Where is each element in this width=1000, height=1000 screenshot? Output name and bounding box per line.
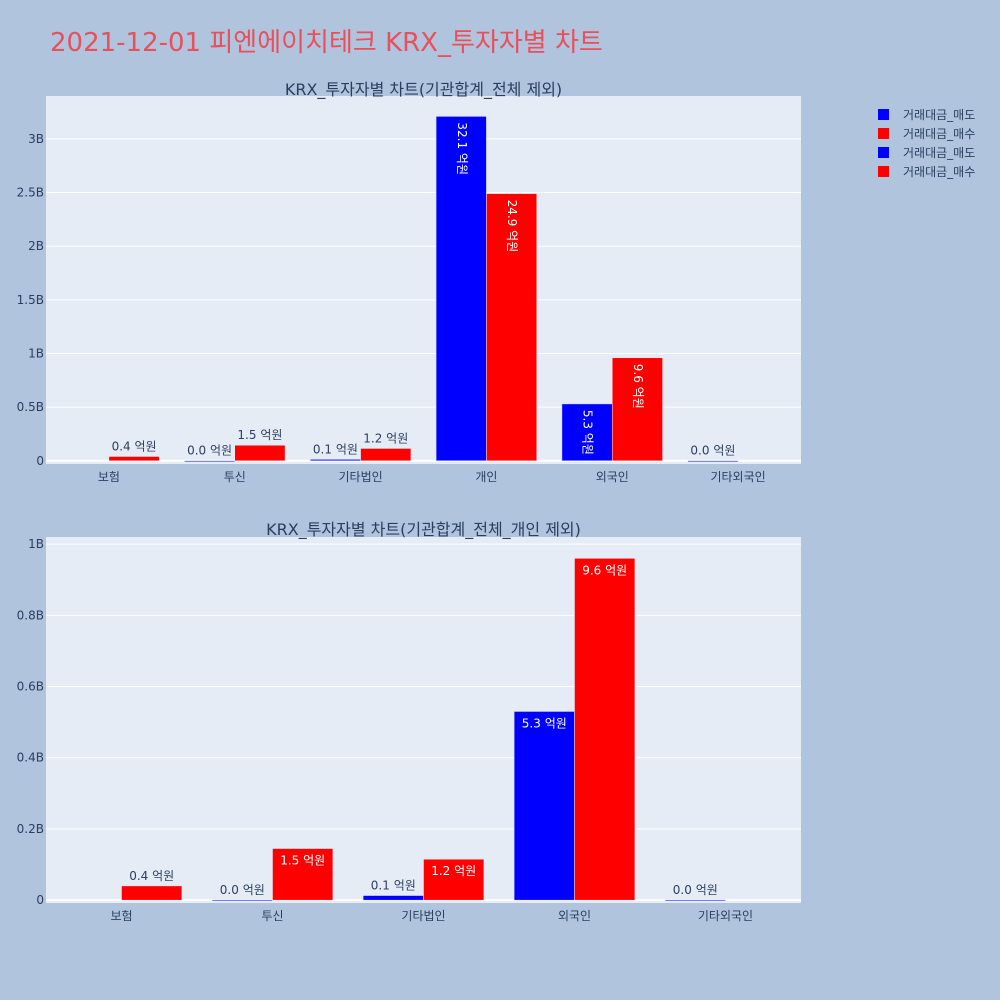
legend-label: 거래대금_매도 — [903, 108, 975, 122]
bar — [612, 357, 663, 462]
x-tick-label: 보험 — [110, 909, 132, 923]
data-label: 32.1 억원 — [455, 122, 469, 175]
page-title: 2021-12-01 피엔에이치테크 KRX_투자자별 차트 — [50, 28, 603, 58]
x-tick-label: 투신 — [261, 909, 283, 923]
legend-swatch — [878, 128, 889, 139]
y-tick-label: 0.5B — [17, 400, 44, 414]
bar — [121, 885, 183, 901]
legend-label: 거래대금_매수 — [903, 165, 975, 179]
bar — [362, 895, 424, 901]
x-tick-label: 기타법인 — [401, 909, 445, 923]
bar — [310, 459, 361, 462]
y-tick-label: 1.5B — [17, 293, 44, 307]
y-tick-label: 0.4B — [17, 751, 44, 765]
bar — [272, 848, 334, 901]
legend-swatch — [878, 166, 889, 177]
data-label: 0.4 억원 — [112, 439, 157, 453]
data-label: 24.9 억원 — [505, 200, 519, 253]
x-tick-label: 기타외국인 — [710, 470, 765, 484]
legend-swatch — [878, 109, 889, 120]
data-label: 1.5 억원 — [237, 428, 282, 442]
plot-area — [46, 96, 801, 464]
y-tick-label: 1B — [28, 346, 44, 360]
y-tick-label: 2B — [28, 239, 44, 253]
x-tick-label: 개인 — [475, 470, 497, 484]
y-tick-label: 3B — [28, 132, 44, 146]
data-label: 0.4 억원 — [129, 869, 174, 883]
legend-label: 거래대금_매수 — [903, 127, 975, 141]
y-tick-label: 0.6B — [17, 680, 44, 694]
legend-label: 거래대금_매도 — [903, 146, 975, 160]
legend-swatch — [878, 147, 889, 158]
bar — [561, 403, 613, 462]
data-label: 5.3 억원 — [581, 410, 595, 455]
bar — [687, 460, 739, 462]
data-label: 0.0 억원 — [690, 444, 735, 458]
x-tick-label: 보험 — [98, 470, 120, 484]
plot-area — [46, 537, 801, 903]
bar — [435, 116, 487, 462]
bar — [234, 444, 286, 462]
data-label: 5.3 억원 — [522, 716, 567, 730]
y-tick-label: 2.5B — [17, 186, 44, 200]
bar — [423, 858, 485, 901]
x-tick-label: 투신 — [224, 470, 246, 484]
data-label: 1.2 억원 — [363, 431, 408, 445]
bar — [486, 193, 537, 462]
bar — [664, 899, 726, 902]
bar — [360, 448, 412, 462]
data-label: 0.1 억원 — [313, 442, 358, 456]
chart-2: 0 0.2B 0.4B 0.6B 0.8B 1B KRX_투자자별 차트(기관합계_전체_개… — [17, 520, 801, 923]
bar — [108, 456, 160, 462]
chart-1: 0 0.5B 1B 1.5B 2B 2.5B 3B KRX_투자자별 차트(기관합계_전체 제… — [17, 80, 801, 484]
data-label: 0.0 억원 — [187, 444, 232, 458]
y-tick-label: 0 — [36, 454, 44, 468]
x-tick-label: 기타외국인 — [698, 909, 753, 923]
bar — [211, 899, 273, 902]
y-tick-label: 1B — [28, 537, 44, 551]
x-tick-label: 외국인 — [558, 909, 591, 923]
bar — [513, 711, 575, 901]
bar — [184, 460, 236, 462]
chart-title: KRX_투자자별 차트(기관합계_전체 제외) — [285, 80, 562, 100]
data-label: 9.6 억원 — [631, 364, 645, 409]
data-label: 1.5 억원 — [280, 854, 325, 868]
y-tick-label: 0 — [36, 893, 44, 907]
x-tick-label: 기타법인 — [338, 470, 382, 484]
data-label: 9.6 억원 — [582, 563, 627, 577]
y-tick-label: 0.8B — [17, 608, 44, 622]
y-tick-label: 0.2B — [17, 822, 44, 836]
data-label: 0.1 억원 — [371, 879, 416, 893]
chart-title: KRX_투자자별 차트(기관합계_전체_개인 제외) — [266, 520, 581, 540]
data-label: 1.2 억원 — [431, 864, 476, 878]
x-tick-label: 외국인 — [596, 470, 629, 484]
bar — [574, 558, 636, 901]
data-label: 0.0 억원 — [673, 883, 718, 897]
data-label: 0.0 억원 — [220, 883, 265, 897]
